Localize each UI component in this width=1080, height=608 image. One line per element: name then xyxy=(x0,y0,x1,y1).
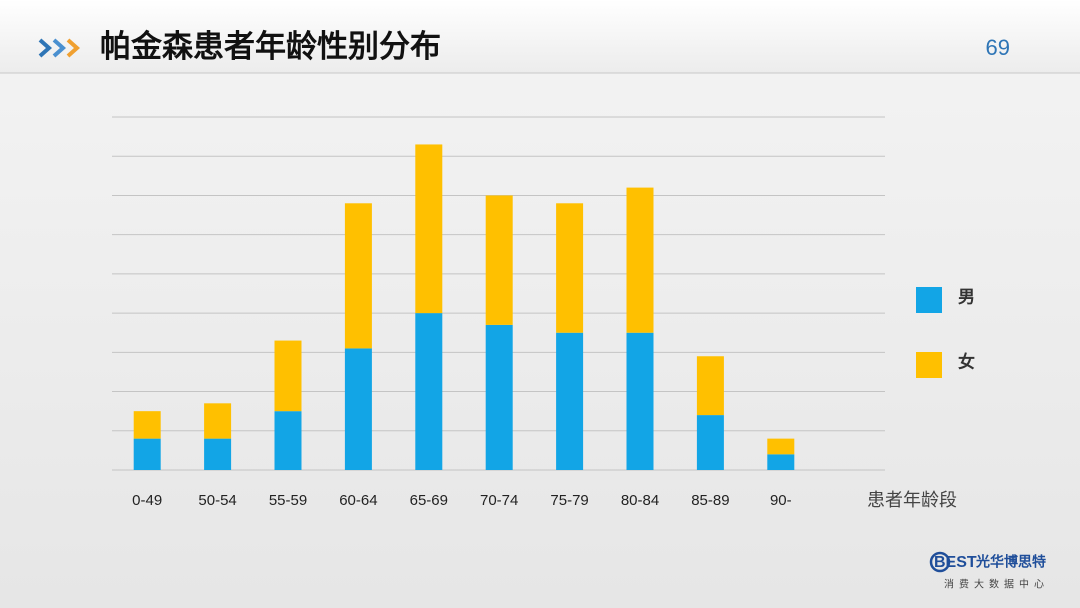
bar-segment xyxy=(626,332,654,470)
x-tick-label: 75-79 xyxy=(550,492,588,509)
plot: 0-49 50-54 55-59 60-64 65-69 70-74 75-79 80-84 8… xyxy=(112,116,975,510)
bar-segment xyxy=(344,203,372,349)
legend-label: 女 xyxy=(958,351,975,371)
logo: BEST 光华博思特 消费大数据中心 xyxy=(929,551,1049,591)
logo-brand: BEST xyxy=(934,554,977,571)
x-tick-label: 65-69 xyxy=(410,492,448,509)
bar-segment xyxy=(344,348,372,470)
bar-segment xyxy=(696,356,724,416)
chevrons xyxy=(38,38,81,58)
bar-segment xyxy=(133,411,161,439)
bar-segment xyxy=(274,340,302,412)
bar-segment xyxy=(556,332,584,470)
bar-segment xyxy=(133,438,161,470)
logo-tagline: 消费大数据中心 xyxy=(944,578,1049,591)
legend-swatch xyxy=(916,352,942,378)
chart-title: 帕金森患者年龄性别分布 xyxy=(100,29,441,64)
legend-label: 男 xyxy=(958,287,975,306)
x-tick-label: 85-89 xyxy=(691,492,729,509)
bar-segment xyxy=(274,411,302,470)
x-tick-label: 55-59 xyxy=(269,492,307,509)
x-tick-label: 80-84 xyxy=(621,492,659,509)
x-tick-label: 60-64 xyxy=(339,492,377,509)
x-tick-label: 0-49 xyxy=(132,492,162,509)
page-number: 69 xyxy=(986,35,1010,60)
bar-segment xyxy=(415,144,443,314)
x-tick-label: 70-74 xyxy=(480,492,518,509)
legend-swatch xyxy=(916,287,942,313)
bar-segment xyxy=(204,438,232,470)
bar-segment xyxy=(626,187,654,333)
bar-segment xyxy=(204,403,232,439)
x-axis-label: 患者年龄段 xyxy=(867,490,957,510)
bar-segment xyxy=(485,324,513,470)
logo-name: 光华博思特 xyxy=(975,554,1046,570)
x-tick-label: 90- xyxy=(770,492,792,509)
bar-segment xyxy=(767,454,795,470)
bar-segment xyxy=(696,415,724,470)
bar-segment xyxy=(415,313,443,470)
x-tick-label: 50-54 xyxy=(198,492,236,509)
bar-segment xyxy=(767,438,795,455)
header-band xyxy=(0,0,1080,73)
logo-ring xyxy=(929,551,951,573)
bar-segment xyxy=(556,203,584,333)
bar-segment xyxy=(485,195,513,325)
